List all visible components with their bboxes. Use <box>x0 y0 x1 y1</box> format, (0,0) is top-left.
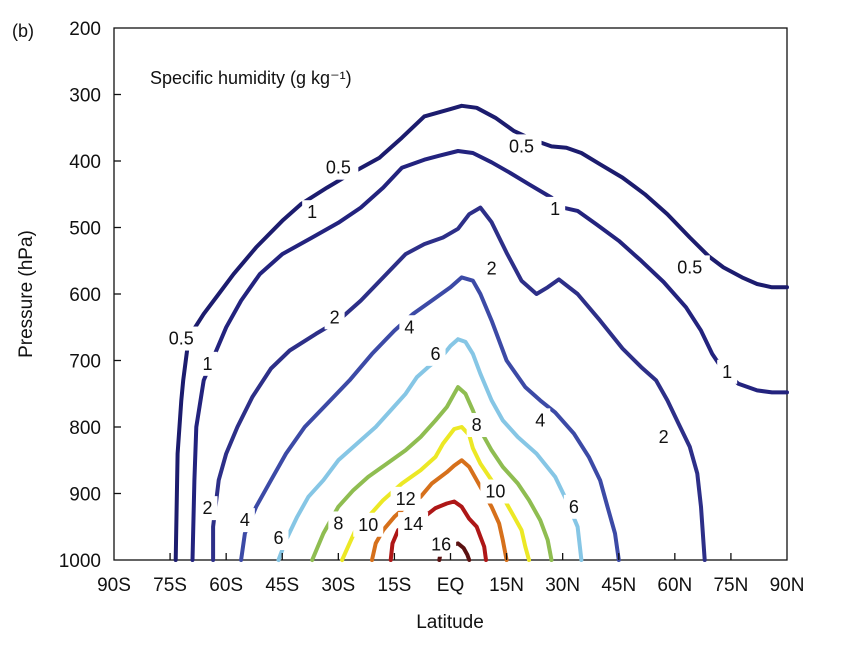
contour-label-background <box>717 359 738 384</box>
contour-label: 1 <box>722 362 732 382</box>
contour-line-8 <box>310 385 554 562</box>
contour-label-background <box>398 512 429 537</box>
contour-label-background <box>328 511 349 536</box>
contour-label-background <box>653 424 674 449</box>
x-tick-label: 30S <box>321 575 355 596</box>
contour-line-1 <box>190 149 789 562</box>
contour-line-2 <box>211 205 707 562</box>
contour-label-background <box>530 408 551 433</box>
x-tick-label: 90S <box>97 575 131 596</box>
contour-label: 1 <box>550 199 560 219</box>
x-tick-label: 75N <box>713 575 748 596</box>
y-tick-label: 1000 <box>59 551 101 572</box>
x-tick-label: 60S <box>209 575 243 596</box>
contour-label: 4 <box>535 410 545 430</box>
y-tick-label: 900 <box>69 485 101 506</box>
contour-label: 2 <box>202 498 212 518</box>
contour-label: 0.5 <box>169 329 194 349</box>
contour-label: 12 <box>396 489 416 509</box>
contour-label: 6 <box>569 497 579 517</box>
contour-label-background <box>669 255 710 280</box>
contour-label-background <box>318 155 359 180</box>
contour-label: 2 <box>659 427 669 447</box>
x-tick-label: 15S <box>378 575 412 596</box>
contour-label-background <box>161 326 202 351</box>
y-tick-label: 700 <box>69 352 101 373</box>
contour-label: 16 <box>431 535 451 555</box>
chart-title: Specific humidity (g kg⁻¹) <box>150 68 352 88</box>
contour-label-background <box>353 512 384 537</box>
contour-label-background <box>501 134 542 159</box>
contour-label: 0.5 <box>326 158 351 178</box>
x-tick-label: 75S <box>153 575 187 596</box>
y-axis-title: Pressure (hPa) <box>16 230 37 358</box>
contour-label: 2 <box>330 307 340 327</box>
contour-label-background <box>545 196 566 221</box>
contour-label: 10 <box>485 482 505 502</box>
contour-label-background <box>324 305 345 330</box>
contour-label: 4 <box>404 317 414 337</box>
contour-label: 1 <box>307 202 317 222</box>
x-axis-title: Latitude <box>416 612 484 633</box>
x-tick-label: 45S <box>265 575 299 596</box>
contour-label: 6 <box>431 344 441 364</box>
y-tick-label: 300 <box>69 86 101 107</box>
y-tick-label: 500 <box>69 219 101 240</box>
contour-label: 2 <box>487 259 497 279</box>
y-tick-label: 400 <box>69 152 101 173</box>
contour-line-0-5 <box>173 103 789 562</box>
x-tick-label: 45N <box>601 575 636 596</box>
contour-label: 8 <box>472 415 482 435</box>
y-tick-label: 200 <box>69 19 101 40</box>
x-tick-label: 15N <box>489 575 524 596</box>
contour-label: 8 <box>333 513 343 533</box>
contour-label-background <box>466 413 487 438</box>
x-tick-label: 90N <box>770 575 805 596</box>
contour-label: 0.5 <box>677 257 702 277</box>
contour-line-10 <box>340 425 531 562</box>
contour-label-background <box>234 508 255 533</box>
contour-line-4 <box>239 275 621 562</box>
y-tick-label: 800 <box>69 418 101 439</box>
contour-label-background <box>390 486 421 511</box>
contour-label-background <box>197 351 218 376</box>
contour-label-background <box>197 496 218 521</box>
x-tick-label: 30N <box>545 575 580 596</box>
contour-label-background <box>481 256 502 281</box>
contour-label: 14 <box>403 514 423 534</box>
contour-label-background <box>480 479 511 504</box>
contour-line-6 <box>276 337 584 562</box>
contour-lines <box>173 103 789 562</box>
contour-label: 0.5 <box>509 136 534 156</box>
contour-label: 4 <box>240 510 250 530</box>
y-axis-ticks: 200 300 400 500 600 700 800 900 1000 <box>59 19 121 572</box>
contour-label-background <box>399 315 420 340</box>
contour-label-background <box>563 494 584 519</box>
panel-label: (b) <box>12 21 34 41</box>
contour-line-12 <box>370 458 509 562</box>
contour-label: 10 <box>358 515 378 535</box>
contour-label: 6 <box>274 528 284 548</box>
x-tick-label: 60N <box>657 575 692 596</box>
contour-label-background <box>302 200 323 225</box>
contour-label-background <box>426 532 457 557</box>
x-tick-label: EQ <box>437 575 464 596</box>
contour-label-background <box>425 341 446 366</box>
contour-label-background <box>268 526 289 551</box>
y-tick-label: 600 <box>69 285 101 306</box>
contour-label: 1 <box>202 354 212 374</box>
x-axis-ticks: 90S 75S 60S 45S 30S 15S EQ 15N 30N 45N 60N 75N 90N <box>97 553 804 596</box>
